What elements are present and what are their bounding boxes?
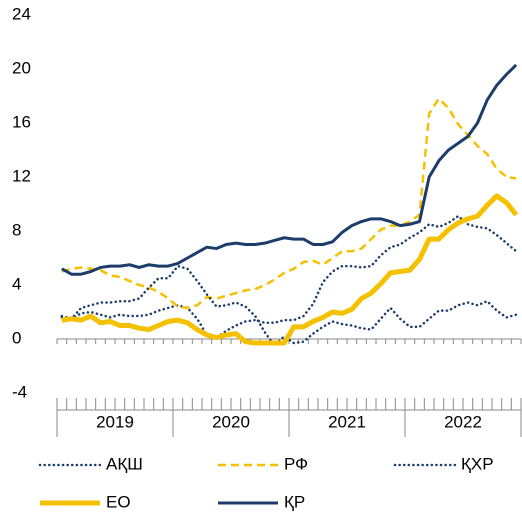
x-group-label: 2022 <box>444 412 482 431</box>
series-line <box>61 97 517 310</box>
y-tick-label: -4 <box>12 382 27 401</box>
legend-label: ҚР <box>284 492 305 511</box>
x-group-label: 2021 <box>328 412 366 431</box>
series-line <box>61 63 518 276</box>
x-group-label: 2020 <box>212 412 250 431</box>
y-tick-label: 12 <box>12 166 31 185</box>
legend-label: ҚХР <box>461 454 494 473</box>
y-tick-label: 4 <box>12 274 21 293</box>
legend-label: АҚШ <box>106 454 143 473</box>
x-group-label: 2019 <box>96 412 134 431</box>
y-tick-label: 0 <box>12 328 21 347</box>
y-tick-label: 8 <box>12 220 21 239</box>
legend-label: ЕО <box>106 492 131 511</box>
series-line <box>60 214 518 339</box>
y-tick-label: 20 <box>12 58 31 77</box>
y-tick-label: 16 <box>12 112 31 131</box>
y-tick-label: 24 <box>12 4 31 23</box>
series-line <box>61 193 519 346</box>
legend-label: РФ <box>284 454 308 473</box>
